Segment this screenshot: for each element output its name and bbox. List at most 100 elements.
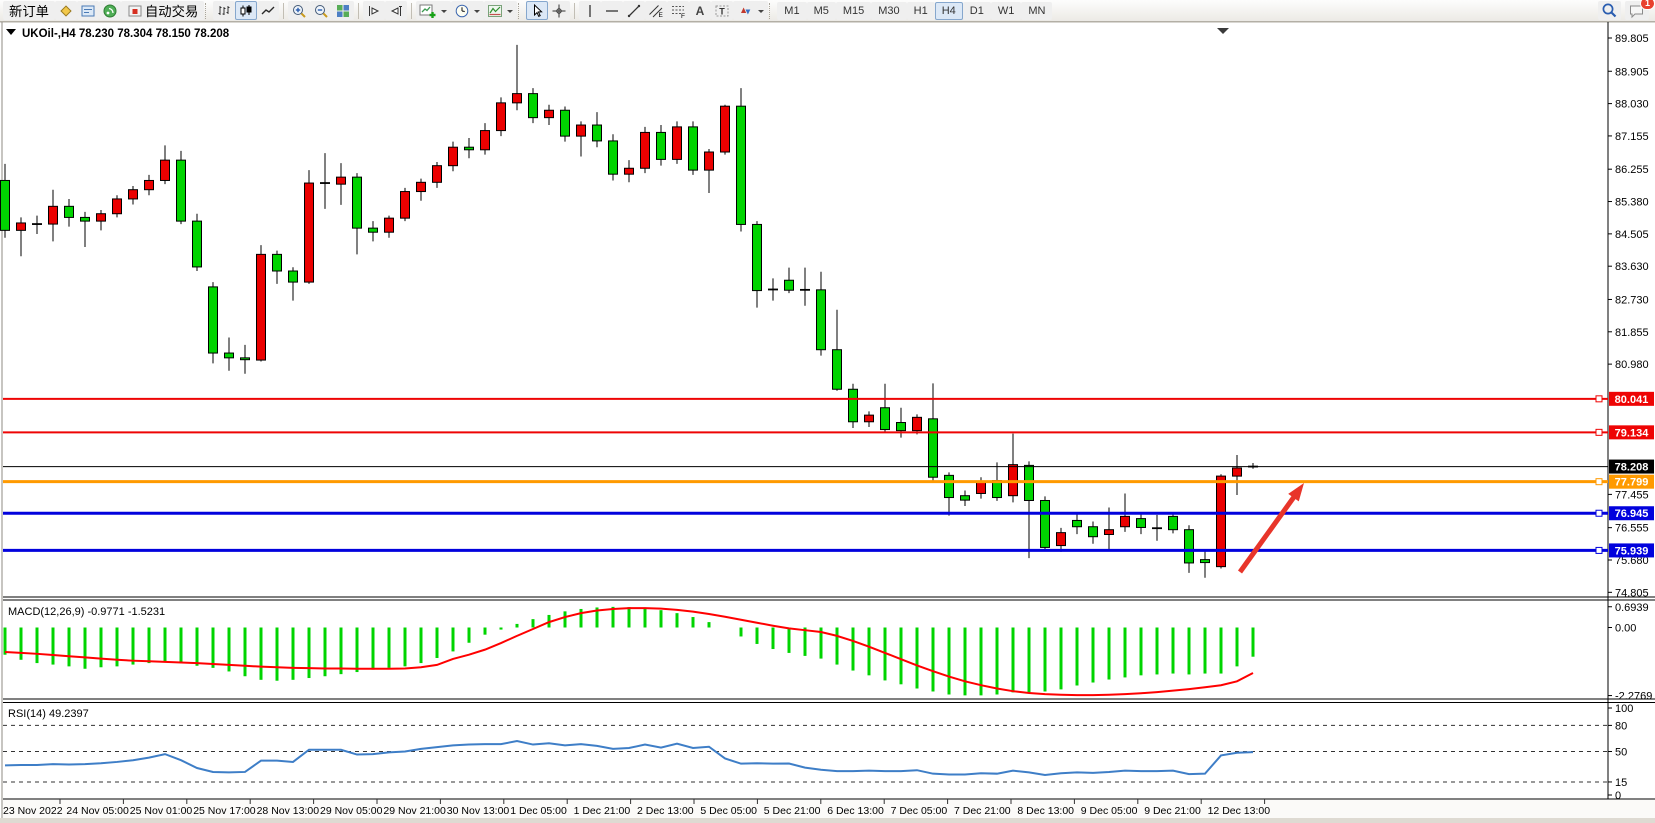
time-label: 23 Nov 2022 — [3, 805, 63, 817]
time-label: 1 Dec 05:00 — [510, 805, 567, 817]
arrows-tool-button[interactable] — [733, 1, 769, 20]
candle-body — [848, 388, 858, 423]
time-label: 2 Dec 13:00 — [637, 805, 694, 817]
one-click-trading-arrow[interactable] — [6, 29, 16, 35]
channel-icon: E — [649, 4, 664, 19]
candle-body — [512, 93, 522, 104]
rsi-tick-label: 80 — [1615, 720, 1627, 732]
price-badge — [1609, 459, 1654, 474]
equidistant-channel-tool-button[interactable]: E — [645, 1, 668, 20]
timeframe-MN[interactable]: MN — [1021, 1, 1053, 20]
candle-body — [688, 126, 698, 171]
candle-body — [224, 352, 234, 359]
candle-body — [608, 140, 618, 175]
timeframe-D1[interactable]: D1 — [962, 1, 991, 20]
time-label: 24 Nov 05:00 — [66, 805, 129, 817]
price-badge — [1609, 506, 1654, 521]
time-label: 9 Dec 05:00 — [1081, 805, 1138, 817]
timeframe-M1[interactable]: M1 — [777, 1, 807, 20]
candlestick-mode-button[interactable] — [235, 1, 258, 20]
chart-shift-button[interactable] — [385, 1, 408, 20]
toolbar-grip — [769, 2, 774, 19]
chart-shift-marker[interactable] — [1217, 28, 1229, 34]
crosshair-tool-button[interactable] — [548, 1, 571, 20]
tile-windows-button[interactable] — [332, 1, 355, 20]
candle-body — [432, 165, 442, 183]
rsi-tick-label: 15 — [1615, 777, 1627, 789]
candle-body — [720, 105, 730, 153]
candle-body — [592, 124, 602, 142]
price-tick-label: 86.255 — [1615, 164, 1649, 176]
price-tick-label: 81.855 — [1615, 327, 1649, 339]
horizontal-line-tool-button[interactable] — [601, 1, 624, 20]
candle-body — [352, 176, 362, 229]
templates-button[interactable] — [484, 1, 518, 20]
notification-badge[interactable]: 1 — [1639, 0, 1655, 10]
autotrading-button[interactable]: 自动交易 — [120, 1, 205, 20]
zoom-in-button[interactable] — [288, 1, 311, 20]
text-tool-button[interactable]: A — [689, 1, 712, 20]
auto-scroll-button[interactable] — [363, 1, 386, 20]
toolbar-right-tools: 1 — [1598, 0, 1655, 20]
candle-body — [144, 179, 154, 191]
text-label-tool-button[interactable]: T — [711, 1, 734, 20]
toolbar: 新订单 自动交易 — [0, 0, 1655, 22]
price-axis[interactable]: 89.805 88.905 88.030 87.155 86.255 85.380 84.5… — [1608, 33, 1654, 599]
line-chart-mode-button[interactable] — [257, 1, 280, 20]
add-indicator-button[interactable] — [416, 1, 452, 20]
candle-body — [544, 109, 554, 119]
rsi-tick-label: 0 — [1615, 790, 1621, 802]
fibonacci-tool-button[interactable]: F — [667, 1, 690, 20]
vertical-line-tool-button[interactable] — [579, 1, 602, 20]
horizontal-level-lines[interactable] — [3, 395, 1608, 554]
autotrading-label: 自动交易 — [144, 4, 199, 19]
timeframe-W1[interactable]: W1 — [990, 1, 1022, 20]
price-tick-label: 77.455 — [1615, 489, 1649, 501]
bar-chart-mode-button[interactable] — [213, 1, 236, 20]
navigator-button[interactable] — [98, 1, 121, 20]
new-order-button[interactable]: 新订单 — [3, 1, 55, 20]
trendline-tool-button[interactable] — [623, 1, 646, 20]
candle-body — [1104, 529, 1114, 535]
price-tick-label: 80.980 — [1615, 359, 1649, 371]
timeframe-H1[interactable]: H1 — [906, 1, 935, 20]
timeframe-H4[interactable]: H4 — [934, 1, 963, 20]
candle-body — [1216, 475, 1226, 568]
candle-body — [816, 289, 826, 351]
toolbar-separator — [283, 2, 285, 19]
timeframe-M15[interactable]: M15 — [835, 1, 872, 20]
time-axis[interactable]: 23 Nov 2022 24 Nov 05:00 25 Nov 01:00 25 No… — [3, 799, 1270, 817]
price-tick-label: 83.630 — [1615, 261, 1649, 273]
price-badge — [1609, 474, 1654, 489]
bar-chart-icon — [218, 5, 230, 15]
candle-body — [880, 407, 890, 431]
data-window-button[interactable] — [76, 1, 99, 20]
candle-body — [336, 176, 346, 185]
candle-body — [368, 227, 378, 233]
market-watch-button[interactable] — [54, 1, 77, 20]
timeframe-M30[interactable]: M30 — [871, 1, 907, 20]
rsi-label: RSI(14) 49.2397 — [8, 708, 89, 720]
price-badge — [1609, 425, 1654, 440]
candle-body — [256, 253, 266, 361]
periods-button[interactable] — [451, 1, 485, 20]
rsi-tick-label: 50 — [1615, 747, 1627, 759]
timeframe-M5[interactable]: M5 — [806, 1, 836, 20]
macd-tick-label: -2.2769 — [1615, 691, 1652, 703]
text-label-icon: T — [715, 5, 729, 16]
tile-windows-icon — [337, 4, 350, 17]
time-label: 9 Dec 21:00 — [1144, 805, 1201, 817]
svg-text:E: E — [659, 12, 664, 19]
search-button[interactable] — [1598, 1, 1621, 20]
candle-body — [624, 167, 634, 175]
annotations[interactable] — [1217, 28, 1304, 574]
candle-body — [464, 146, 474, 151]
candle-body — [304, 182, 314, 283]
hline-handle — [1595, 546, 1603, 554]
time-label: 5 Dec 05:00 — [700, 805, 757, 817]
trend-arrow-head — [1288, 483, 1304, 502]
zoom-out-button[interactable] — [310, 1, 333, 20]
cursor-tool-button[interactable] — [526, 1, 549, 20]
dropdown-caret — [441, 9, 448, 16]
